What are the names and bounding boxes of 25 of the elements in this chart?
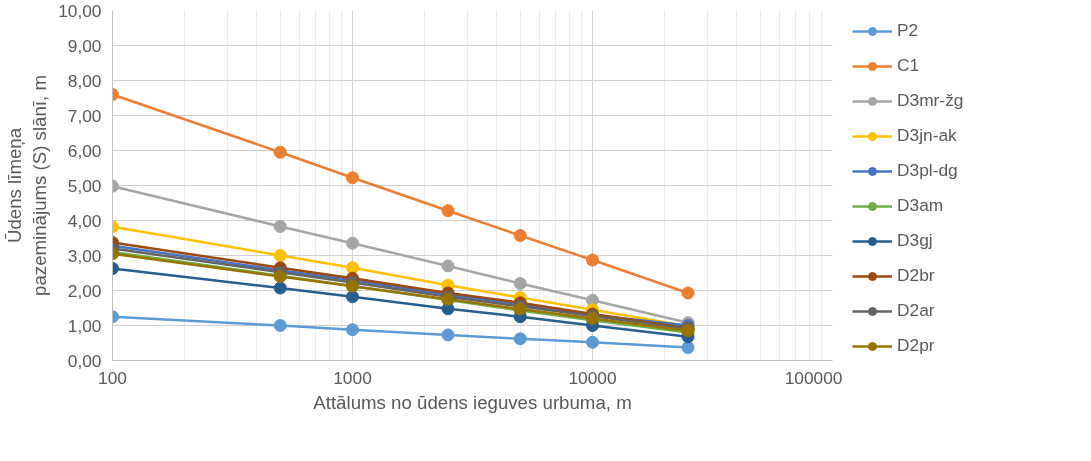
y-tick-label: 10,00 — [58, 0, 102, 21]
y-tick-label: 3,00 — [67, 245, 102, 266]
legend-label: D3am — [897, 195, 944, 216]
y-tick-label: 8,00 — [67, 70, 102, 91]
y-axis-title: Ūdens līmeņa pazeminājums (S) slānī, m — [3, 75, 51, 296]
y-tick-label: 1,00 — [67, 315, 102, 336]
legend-label: D2br — [897, 265, 935, 286]
x-tick-label: 100000 — [784, 367, 843, 388]
x-tick-label: 1000 — [333, 367, 372, 388]
legend-label: P2 — [897, 20, 919, 41]
legend-label: D2ar — [897, 300, 935, 321]
y-tick-label: 9,00 — [67, 35, 102, 56]
legend-label: D3jn-ak — [897, 125, 957, 146]
y-tick-label: 5,00 — [67, 175, 102, 196]
y-tick-label: 6,00 — [67, 140, 102, 161]
legend-label: D3pl-dg — [897, 160, 958, 181]
y-tick-label: 4,00 — [67, 210, 102, 231]
x-tick-label: 10000 — [568, 367, 617, 388]
legend-label: D3gj — [897, 230, 933, 251]
y-tick-label: 7,00 — [67, 105, 102, 126]
legend-label: D3mr-žg — [897, 90, 964, 111]
x-axis-title: Attālums no ūdens ieguves urbuma, m — [313, 391, 632, 413]
y-tick-label: 2,00 — [67, 280, 102, 301]
legend-label: D2pr — [897, 335, 935, 356]
legend-label: C1 — [897, 55, 920, 76]
